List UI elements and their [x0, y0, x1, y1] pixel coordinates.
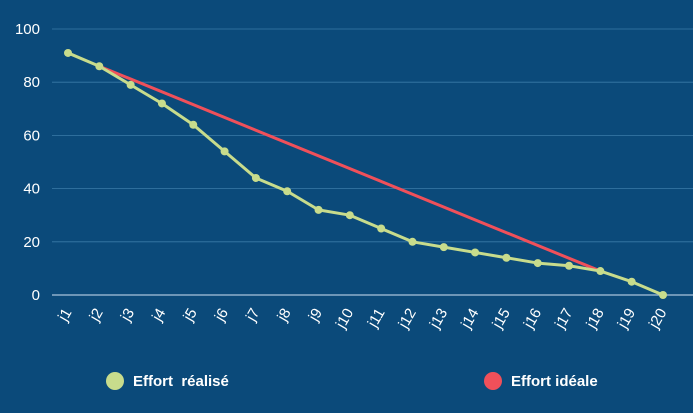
series-0-point-j20	[659, 291, 667, 299]
y-tick-label-100: 100	[15, 21, 40, 38]
x-tick-label-j13: j13	[426, 306, 451, 333]
y-tick-label-60: 60	[23, 127, 40, 144]
x-tick-label-j4: j4	[148, 306, 169, 325]
legend-marker-1	[484, 372, 502, 390]
series-0-point-j4	[157, 99, 166, 108]
series-0-point-j9	[314, 205, 323, 214]
legend: Effort réalisé Effort idéale	[106, 372, 598, 390]
series-0-point-j5	[189, 120, 198, 129]
legend-label-0: Effort réalisé	[133, 373, 229, 390]
series-0-line	[66, 51, 665, 297]
series-0-point-j8	[283, 187, 292, 196]
series-0-point-j10	[345, 211, 354, 220]
x-tick-label-j12: j12	[395, 306, 420, 333]
y-tick-label-0: 0	[32, 287, 40, 304]
y-tick-label-80: 80	[23, 74, 40, 91]
series-0-point-j16	[533, 259, 542, 268]
series-0-point-j7	[251, 173, 260, 182]
series-0-point-j15	[502, 253, 511, 262]
x-tick-label-j3: j3	[117, 306, 138, 325]
series-0-point-j14	[471, 248, 480, 257]
x-tick-label-j18: j18	[583, 306, 608, 333]
x-tick-label-j20: j20	[645, 306, 670, 333]
series-lines	[64, 48, 667, 299]
y-tick-label-40: 40	[23, 181, 40, 198]
grid-lines	[52, 28, 693, 296]
series-1-line	[97, 64, 602, 273]
y-tick-label-20: 20	[23, 234, 40, 251]
x-tick-label-j11: j11	[364, 306, 389, 332]
x-tick-label-j9: j9	[305, 306, 326, 325]
x-tick-label-j15: j15	[489, 305, 514, 332]
series-0-point-j13	[439, 243, 448, 252]
x-tick-label-j5: j5	[180, 306, 201, 325]
x-tick-label-j19: j19	[614, 306, 639, 333]
series-0-point-j3	[126, 80, 135, 89]
x-tick-label-j2: j2	[86, 306, 107, 325]
legend-label-1: Effort idéale	[511, 373, 598, 390]
series-0-point-j12	[408, 237, 417, 246]
x-tick-label-j14: j14	[457, 306, 482, 333]
series-0-point-j17	[565, 261, 574, 270]
x-axis-ticks: j1 j2 j3 j4 j5 j6 j7 j8 j9 j10 j11 j12 j13 j14 j15 j16 j…	[54, 305, 670, 332]
series-0-point-j6	[220, 147, 229, 156]
series-0-point-j11	[377, 224, 386, 233]
legend-marker-0	[106, 372, 124, 390]
series-0-point-j19	[627, 277, 636, 286]
y-axis-ticks: 0 20 40 60 80 100	[15, 21, 40, 304]
x-tick-label-j17: j17	[551, 306, 576, 333]
series-0-point-j18	[596, 267, 605, 276]
series-0-point-j1	[64, 48, 72, 57]
x-tick-label-j7: j7	[242, 306, 263, 325]
x-tick-label-j8: j8	[274, 306, 295, 325]
series-0-point-j2	[95, 62, 104, 71]
x-tick-label-j16: j16	[520, 306, 545, 333]
x-tick-label-j10: j10	[332, 306, 357, 333]
x-tick-label-j6: j6	[211, 306, 232, 325]
x-tick-label-j1: j1	[54, 306, 75, 325]
